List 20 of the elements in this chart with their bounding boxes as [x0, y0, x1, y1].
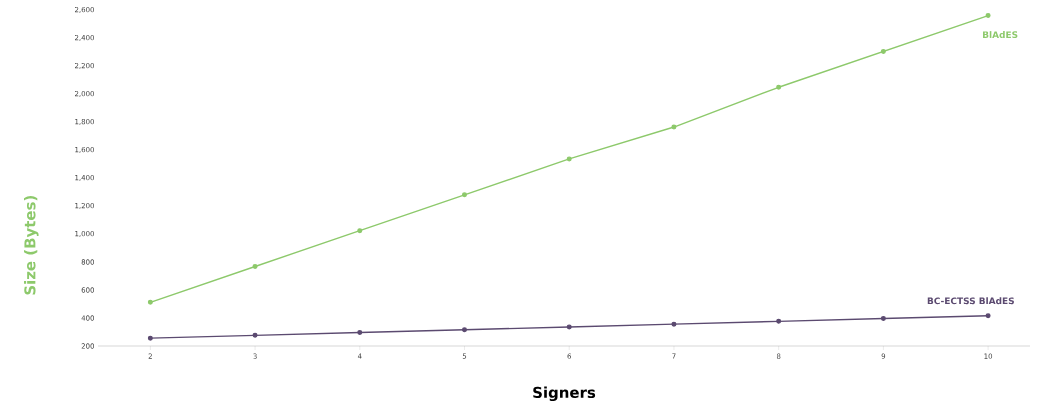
point [776, 318, 782, 324]
point [462, 327, 468, 333]
point [462, 192, 468, 198]
x-axis-title: Signers [533, 386, 596, 402]
point [357, 228, 363, 234]
point [880, 316, 886, 322]
point [566, 324, 572, 330]
series-label: BlAdES [983, 31, 1018, 39]
point [566, 156, 572, 162]
point [252, 263, 258, 269]
point [985, 13, 991, 19]
y-axis-title: Size (Bytes) [23, 196, 39, 295]
point [776, 84, 782, 90]
point [880, 48, 886, 54]
series-label: BC-ECTSS BlAdES [927, 297, 1014, 305]
point [357, 330, 363, 336]
point [252, 332, 258, 338]
point [147, 335, 153, 341]
point [985, 313, 991, 319]
point [147, 299, 153, 305]
